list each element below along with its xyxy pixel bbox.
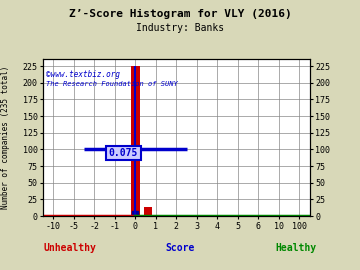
Text: Score: Score bbox=[165, 243, 195, 253]
Text: Unhealthy: Unhealthy bbox=[43, 243, 96, 253]
Bar bbox=[131, 66, 140, 216]
Text: Industry: Banks: Industry: Banks bbox=[136, 23, 224, 33]
Text: 0.075: 0.075 bbox=[109, 148, 138, 158]
Text: Z’-Score Histogram for VLY (2016): Z’-Score Histogram for VLY (2016) bbox=[69, 9, 291, 19]
Bar bbox=[144, 207, 152, 216]
Text: The Research Foundation of SUNY: The Research Foundation of SUNY bbox=[46, 81, 177, 87]
Text: ©www.textbiz.org: ©www.textbiz.org bbox=[46, 70, 120, 79]
Text: Number of companies (235 total): Number of companies (235 total) bbox=[1, 66, 10, 210]
Text: Healthy: Healthy bbox=[276, 243, 317, 253]
Bar bbox=[134, 66, 136, 216]
